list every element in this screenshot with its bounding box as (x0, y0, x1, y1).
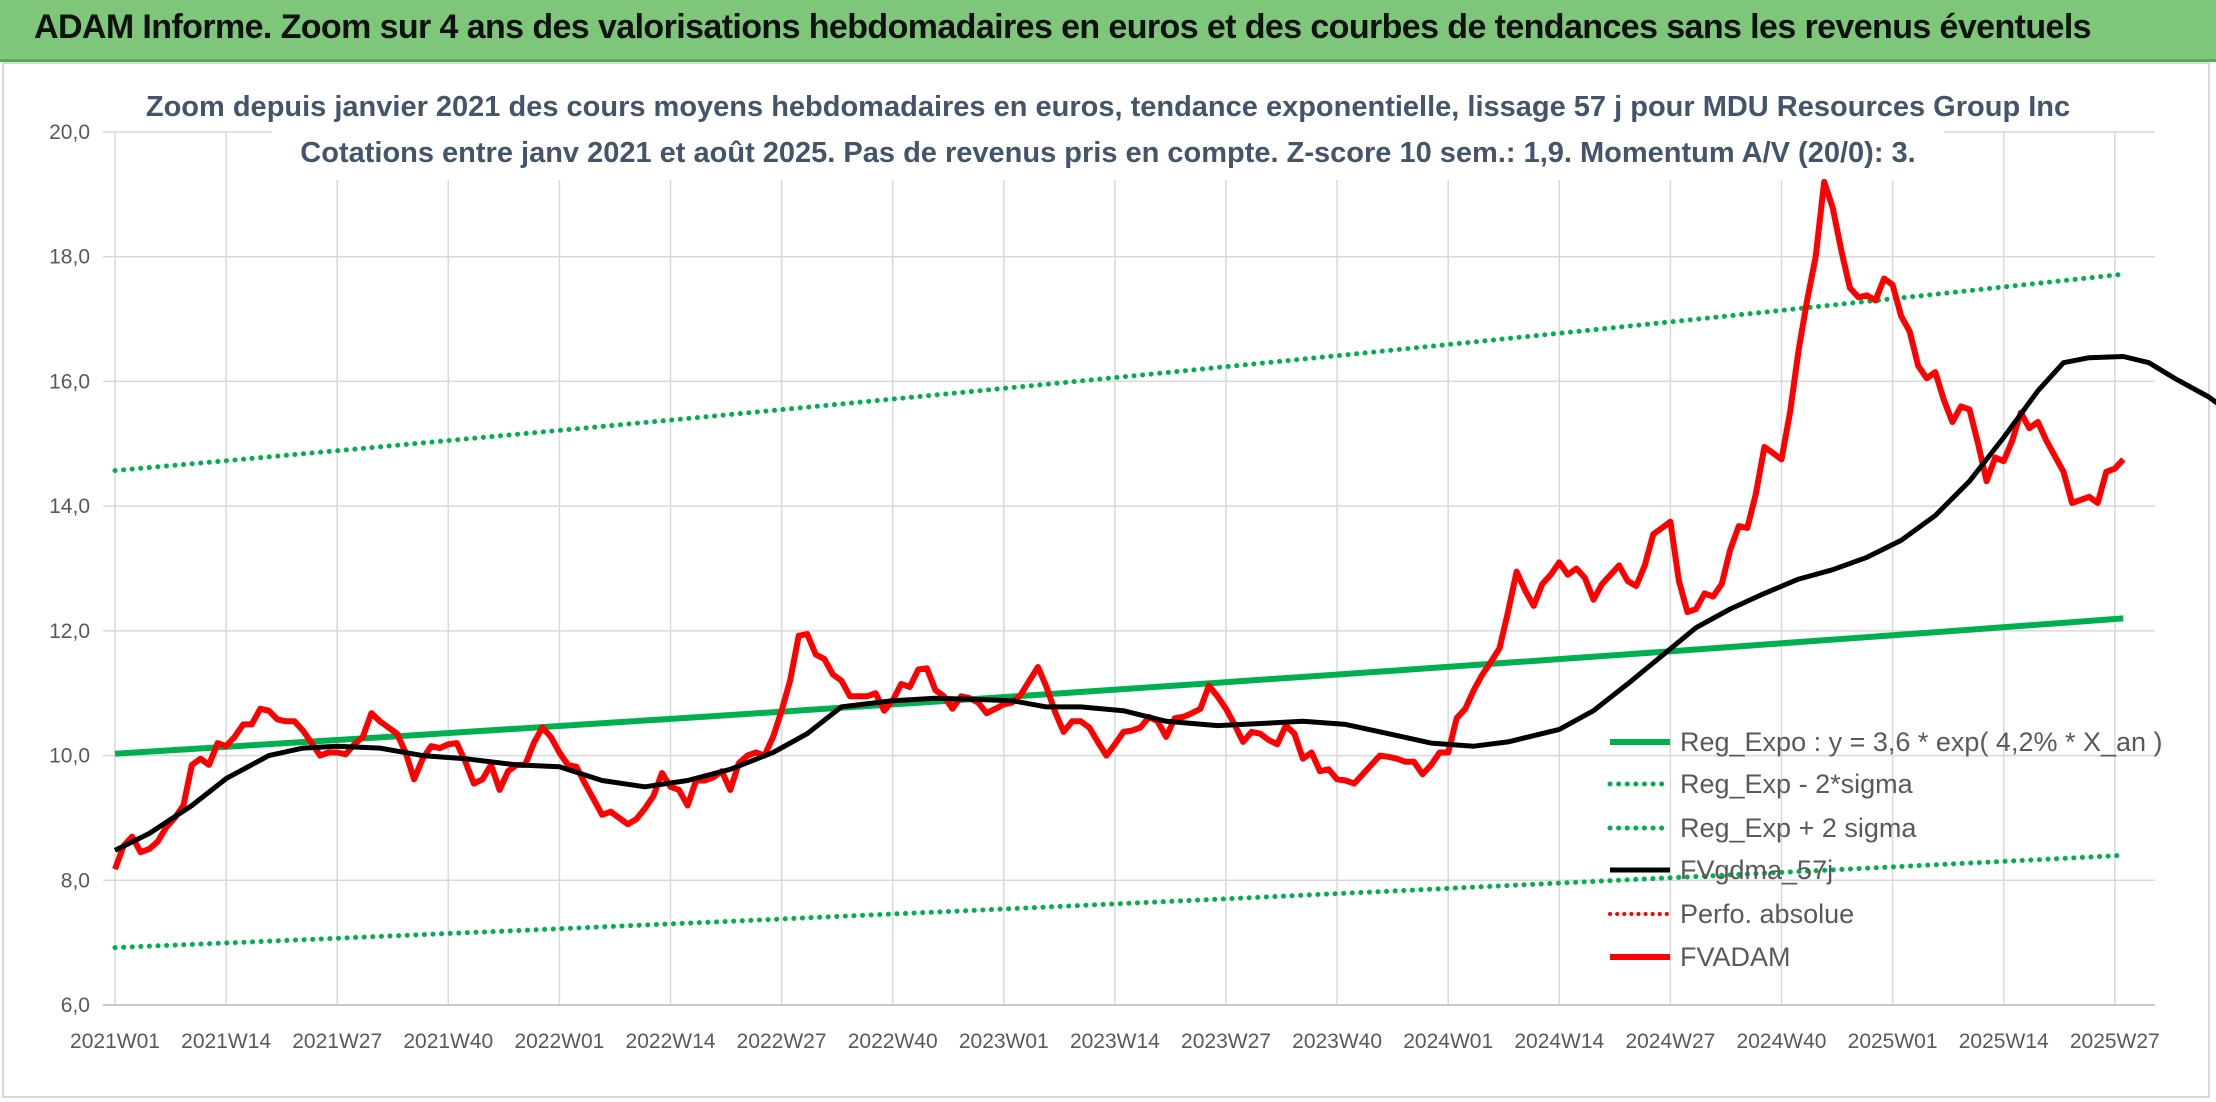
y-tick-label: 14,0 (49, 495, 90, 518)
x-tick-label: 2022W40 (848, 1030, 938, 1053)
x-tick-label: 2023W40 (1292, 1030, 1382, 1053)
chart-title: Zoom depuis janvier 2021 des cours moyen… (146, 91, 2070, 123)
y-tick-label: 8,0 (61, 869, 90, 892)
series-fvgdma-57j (113, 354, 2216, 853)
x-tick-label: 2024W27 (1625, 1030, 1715, 1053)
y-tick-label: 6,0 (61, 994, 90, 1017)
x-tick-label: 2021W27 (292, 1030, 382, 1053)
x-tick-label: 2023W27 (1181, 1030, 1271, 1053)
x-tick-label: 2021W40 (403, 1030, 493, 1053)
chart-frame (2, 62, 2210, 1098)
title-background (272, 84, 1944, 180)
chart-subtitle: Cotations entre janv 2021 et août 2025. … (300, 137, 1915, 169)
series-reg-expo (114, 615, 2124, 757)
legend-label: FVgdma_57j (1680, 855, 1833, 885)
banner-title: ADAM Informe. Zoom sur 4 ans des valoris… (34, 8, 2092, 46)
y-tick-label: 16,0 (49, 370, 90, 393)
legend-label: Reg_Exp - 2*sigma (1680, 769, 1914, 799)
x-tick-label: 2022W01 (514, 1030, 604, 1053)
x-tick-label: 2023W14 (1070, 1030, 1160, 1053)
y-tick-label: 10,0 (49, 745, 90, 768)
y-tick-label: 18,0 (49, 246, 90, 269)
report-banner: ADAM Informe. Zoom sur 4 ans des valoris… (0, 0, 2216, 62)
x-tick-label: 2024W01 (1403, 1030, 1493, 1053)
x-tick-label: 2021W14 (181, 1030, 271, 1053)
x-tick-label: 2022W27 (737, 1030, 827, 1053)
y-tick-label: 12,0 (49, 620, 90, 643)
y-tick-label: 20,0 (49, 121, 90, 144)
legend-label: Reg_Expo : y = 3,6 * exp( 4,2% * X_an ) (1680, 727, 2163, 757)
series-fvadam (112, 178, 2126, 871)
x-tick-label: 2025W01 (1848, 1030, 1938, 1053)
x-tick-label: 2022W14 (626, 1030, 716, 1053)
series-reg-exp-minus-2sigma (112, 852, 2126, 951)
series-reg-exp-plus-2sigma (112, 271, 2126, 474)
x-tick-label: 2023W01 (959, 1030, 1049, 1053)
legend-label: FVADAM (1680, 942, 1791, 972)
legend-label: Perfo. absolue (1680, 899, 1854, 929)
legend-label: Reg_Exp + 2 sigma (1680, 813, 1917, 843)
x-tick-label: 2024W14 (1514, 1030, 1604, 1053)
x-tick-label: 2021W01 (70, 1030, 160, 1053)
x-tick-label: 2025W14 (1959, 1030, 2049, 1053)
x-tick-label: 2024W40 (1737, 1030, 1827, 1053)
x-tick-label: 2025W27 (2070, 1030, 2160, 1053)
